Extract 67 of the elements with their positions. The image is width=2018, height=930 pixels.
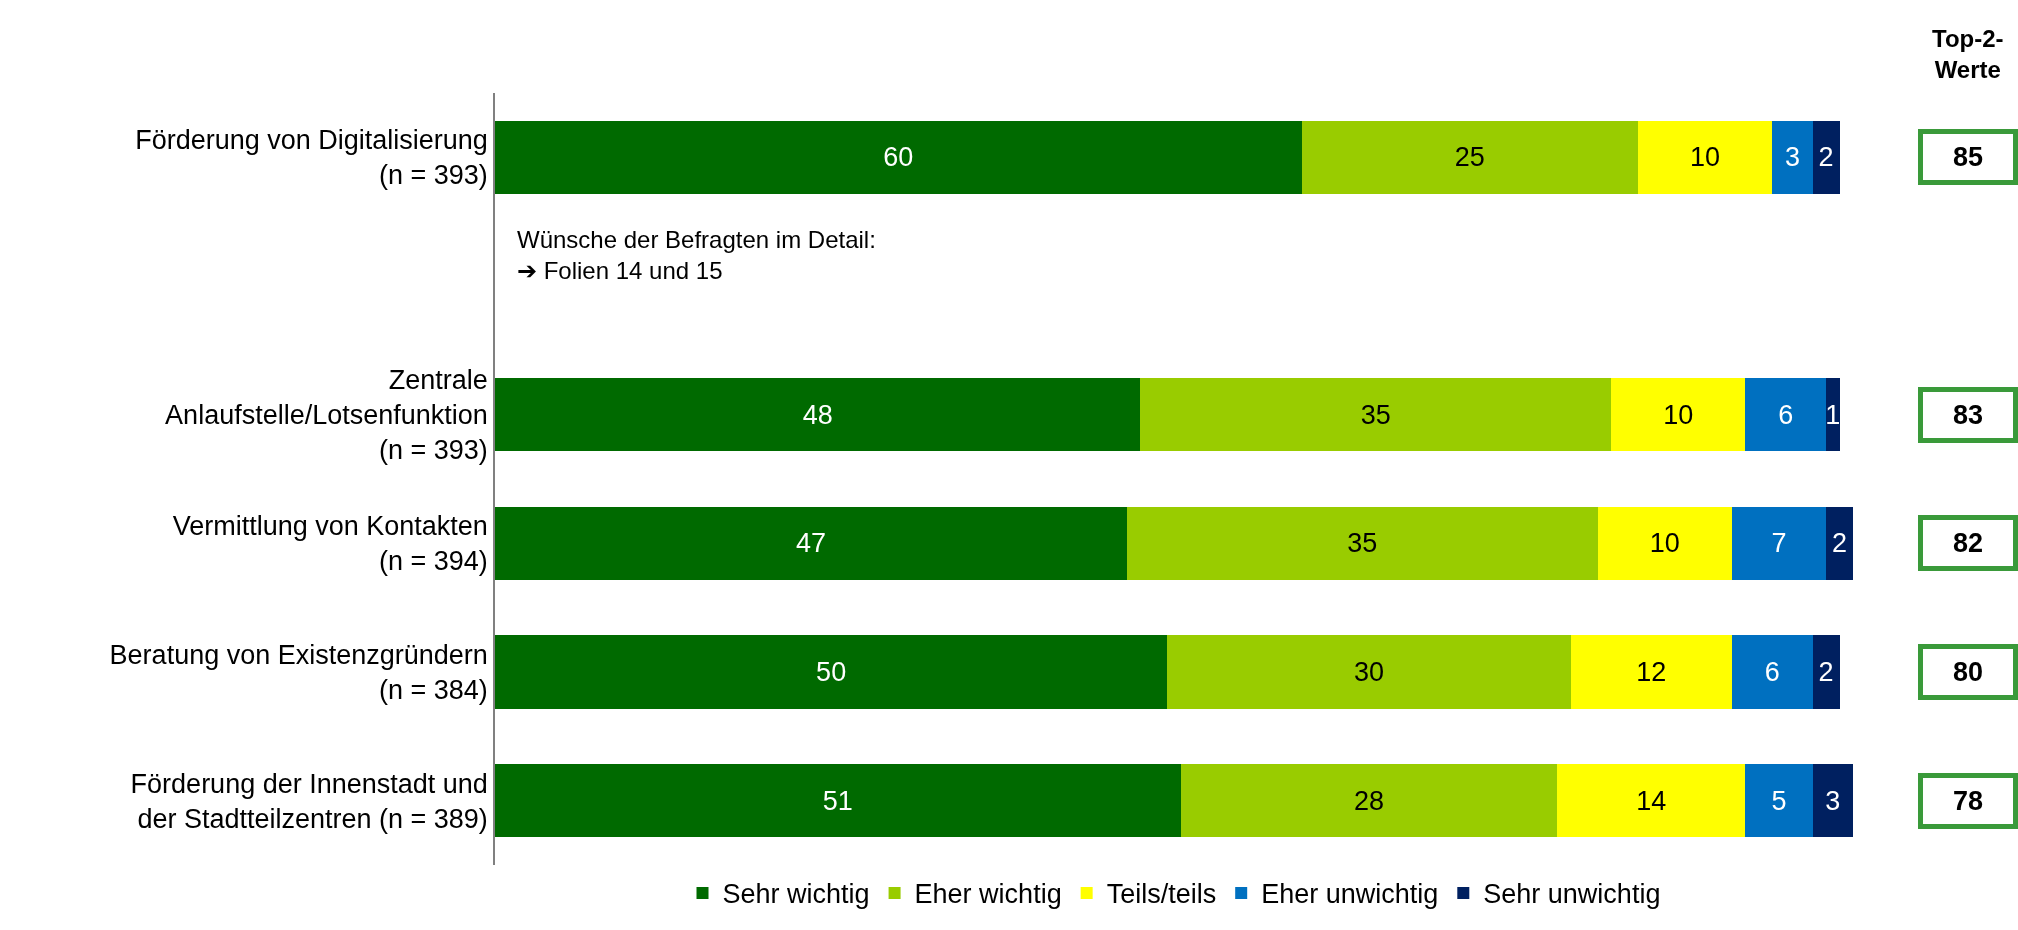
bar xyxy=(1745,378,1827,452)
text: 85 xyxy=(1952,142,1984,172)
bar xyxy=(495,120,1302,194)
data-label: 5 xyxy=(1771,785,1787,816)
text: 80 xyxy=(1952,657,1984,687)
data-label: 12 xyxy=(1636,657,1667,687)
data-label: 25 xyxy=(1454,142,1485,173)
data-label: 50 xyxy=(816,657,847,687)
bar xyxy=(1597,506,1732,580)
bar xyxy=(495,635,1168,709)
data-label: 30 xyxy=(1353,657,1384,687)
data-label: 2 xyxy=(1832,528,1848,559)
data-label: 6 xyxy=(1778,399,1794,430)
bar xyxy=(495,764,1181,838)
bar xyxy=(1167,635,1571,709)
bar xyxy=(1126,506,1598,580)
bar xyxy=(1301,120,1638,194)
bar xyxy=(495,506,1127,580)
text: 83 xyxy=(1952,400,1984,430)
bar xyxy=(1826,378,1840,452)
data-label: 10 xyxy=(1663,399,1694,430)
legend-label: Sehr unwichtig xyxy=(1483,879,1661,910)
y-tick-label: Förderung von Digitalisierung (n = 393) xyxy=(135,125,488,191)
data-label: 47 xyxy=(795,528,826,559)
data-label: 2 xyxy=(1818,142,1834,173)
data-label: 35 xyxy=(1360,399,1391,430)
data-label: 14 xyxy=(1636,785,1667,816)
bar xyxy=(1826,506,1853,580)
bar xyxy=(1637,120,1773,194)
data-label: 6 xyxy=(1764,657,1780,687)
data-label: 1 xyxy=(1825,399,1841,430)
legend-label: Eher unwichtig xyxy=(1261,879,1439,910)
data-label: 10 xyxy=(1649,528,1680,559)
bar xyxy=(1812,764,1853,838)
legend-label: Sehr wichtig xyxy=(722,879,870,910)
text: 82 xyxy=(1952,528,1984,558)
data-label: 7 xyxy=(1771,528,1787,559)
data-label: 48 xyxy=(802,399,833,430)
bar xyxy=(1812,120,1840,194)
y-tick-label: Beratung von Existenzgründern (n = 384) xyxy=(109,639,488,705)
legend-label: Eher wichtig xyxy=(914,879,1062,910)
bar xyxy=(1140,378,1611,452)
y-tick-label: Zentrale Anlaufstelle/Lotsenfunktion (n = 393) xyxy=(165,365,488,466)
text: Top-2- Werte xyxy=(1932,25,2004,84)
data-label: 3 xyxy=(1825,785,1841,816)
data-label: 35 xyxy=(1347,528,1378,559)
bar xyxy=(1772,120,1813,194)
data-label: 60 xyxy=(883,142,914,173)
annotation: Wünsche der Befragten im Detail: ➔ Folien 14 und 15 xyxy=(517,226,876,285)
bar xyxy=(1557,764,1746,838)
data-label: 28 xyxy=(1353,785,1384,816)
text: 78 xyxy=(1952,786,1984,816)
data-label: 3 xyxy=(1784,142,1801,173)
bar xyxy=(1610,378,1746,452)
y-tick-label: Förderung der Innenstadt und der Stadtteilzentren (n = 389) xyxy=(130,768,488,834)
bar xyxy=(1731,506,1827,580)
bar xyxy=(1812,635,1840,709)
bar xyxy=(1180,764,1558,838)
data-label: 51 xyxy=(822,785,853,816)
bar xyxy=(1745,764,1813,838)
legend-label: Teils/teils xyxy=(1106,879,1217,910)
data-label: 10 xyxy=(1690,142,1721,173)
bar xyxy=(1570,635,1732,709)
y-tick-label: Vermittlung von Kontakten (n = 394) xyxy=(172,511,488,577)
bar xyxy=(495,378,1141,452)
data-label: 2 xyxy=(1818,657,1834,687)
bar xyxy=(1731,635,1813,709)
